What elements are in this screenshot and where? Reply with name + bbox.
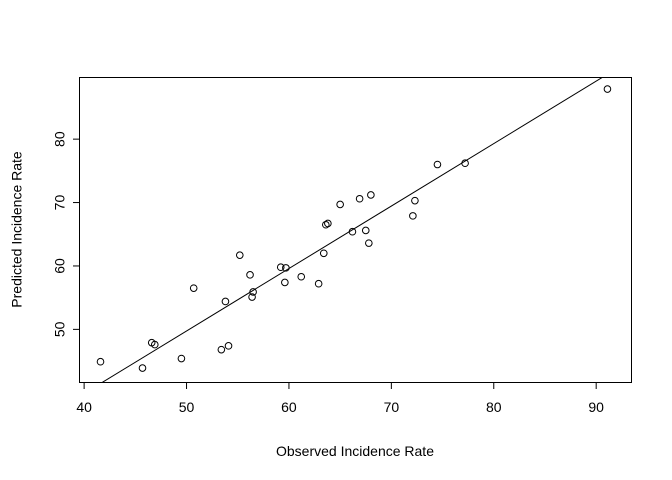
x-tick-label: 50 (179, 399, 195, 415)
axes: 40 50 60 70 80 90 50 60 70 80 (52, 131, 604, 415)
x-tick-label: 40 (76, 399, 92, 415)
data-point (322, 220, 330, 229)
data-point (282, 264, 290, 272)
data-point (355, 194, 364, 203)
data-point (297, 272, 306, 281)
data-point (224, 342, 233, 350)
data-point (150, 340, 159, 349)
data-point (96, 357, 105, 366)
data-point (221, 297, 230, 306)
data-point (409, 212, 417, 220)
data-point (461, 159, 469, 168)
data-point (248, 293, 256, 301)
x-tick-label: 90 (588, 399, 604, 415)
data-point (217, 345, 226, 354)
data-point (411, 196, 419, 205)
data-point (314, 279, 323, 288)
x-tick-label: 70 (384, 399, 400, 415)
plot-area (79, 77, 632, 383)
data-point (361, 226, 370, 235)
data-point (324, 219, 332, 228)
data-point (246, 271, 254, 279)
data-point (249, 288, 257, 296)
data-points (96, 85, 612, 372)
y-tick-label: 70 (52, 195, 68, 211)
data-point (276, 263, 285, 272)
data-point (235, 251, 244, 259)
data-point (367, 191, 375, 199)
x-tick-label: 60 (281, 399, 297, 415)
y-tick-label: 50 (52, 321, 68, 337)
y-tick-label: 80 (52, 131, 68, 147)
y-axis-title: Predicted Incidence Rate (9, 151, 25, 308)
data-point (433, 160, 442, 169)
x-axis-title: Observed Incidence Rate (276, 443, 434, 459)
x-tick-label: 80 (486, 399, 502, 415)
fit-line (101, 77, 604, 382)
data-point (603, 85, 612, 93)
data-point (319, 249, 328, 258)
y-tick-label: 60 (52, 258, 68, 274)
data-point (177, 354, 186, 363)
data-point (189, 284, 198, 292)
data-point (138, 364, 147, 372)
data-point (336, 200, 344, 209)
data-point (365, 239, 373, 247)
data-point (281, 278, 289, 287)
data-point (348, 227, 357, 236)
